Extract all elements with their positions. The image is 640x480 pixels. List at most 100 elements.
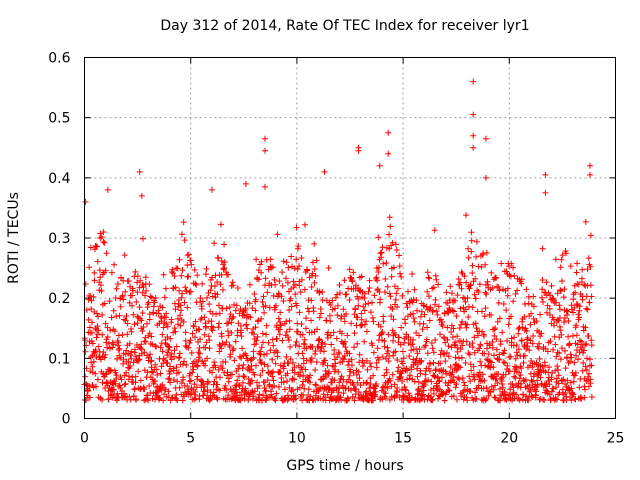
data-point xyxy=(557,286,564,293)
data-point xyxy=(201,331,208,338)
data-point xyxy=(124,320,131,327)
data-point xyxy=(166,370,173,377)
data-point xyxy=(140,324,147,331)
data-point xyxy=(313,382,320,389)
data-point xyxy=(348,387,355,394)
data-point xyxy=(261,361,268,368)
data-point xyxy=(304,267,311,274)
data-point xyxy=(457,305,464,312)
data-point xyxy=(445,386,452,393)
data-point xyxy=(186,339,193,346)
data-point xyxy=(434,311,441,318)
data-point xyxy=(368,299,375,306)
data-point xyxy=(94,376,101,383)
data-point xyxy=(280,365,287,372)
data-point xyxy=(189,369,196,376)
data-point xyxy=(551,322,558,329)
data-point xyxy=(239,345,246,352)
data-point xyxy=(268,369,275,376)
data-point xyxy=(385,331,392,338)
data-point xyxy=(159,348,166,355)
data-point xyxy=(356,359,363,366)
data-point xyxy=(187,377,194,384)
data-point xyxy=(95,313,102,320)
data-point xyxy=(545,369,552,376)
data-point xyxy=(123,313,130,320)
data-point xyxy=(383,259,390,266)
data-point xyxy=(370,372,377,379)
data-point xyxy=(524,382,531,389)
data-point xyxy=(105,387,112,394)
data-point xyxy=(459,375,466,382)
data-point xyxy=(585,255,592,262)
data-point xyxy=(298,276,305,283)
data-point xyxy=(489,344,496,351)
data-point xyxy=(561,347,568,354)
data-point xyxy=(154,371,161,378)
data-point xyxy=(420,320,427,327)
data-point xyxy=(386,396,393,403)
data-point xyxy=(288,253,295,260)
data-point xyxy=(499,329,506,336)
data-point xyxy=(133,299,140,306)
data-point xyxy=(284,378,291,385)
data-point xyxy=(96,267,103,274)
data-point xyxy=(527,337,534,344)
data-point xyxy=(417,370,424,377)
data-point xyxy=(267,256,274,263)
data-point xyxy=(225,320,232,327)
data-point xyxy=(107,367,114,374)
data-point xyxy=(317,395,324,402)
data-point xyxy=(524,334,531,341)
data-point xyxy=(292,281,299,288)
data-point xyxy=(111,261,118,268)
data-point xyxy=(102,267,109,274)
data-point xyxy=(343,310,350,317)
data-point xyxy=(582,363,589,370)
data-point xyxy=(121,381,128,388)
data-point xyxy=(380,260,387,267)
data-point xyxy=(437,331,444,338)
data-point xyxy=(82,280,89,287)
data-point xyxy=(191,266,198,273)
y-tick-label: 0.6 xyxy=(48,51,70,67)
data-point xyxy=(308,358,315,365)
data-point xyxy=(572,396,579,403)
data-point xyxy=(216,341,223,348)
data-point xyxy=(300,355,307,362)
data-point xyxy=(528,357,535,364)
data-point xyxy=(530,315,537,322)
data-point xyxy=(562,380,569,387)
data-point xyxy=(450,373,457,380)
data-point xyxy=(536,340,543,347)
data-point xyxy=(204,392,211,399)
data-point xyxy=(265,339,272,346)
data-point xyxy=(344,332,351,339)
data-point xyxy=(238,355,245,362)
data-point xyxy=(89,363,96,370)
data-point xyxy=(568,385,575,392)
data-point xyxy=(113,313,120,320)
data-point xyxy=(510,298,517,305)
data-point xyxy=(587,263,594,270)
data-point xyxy=(536,355,543,362)
data-point xyxy=(199,298,206,305)
data-point xyxy=(588,293,595,300)
data-point xyxy=(425,377,432,384)
data-point xyxy=(159,331,166,338)
data-point xyxy=(226,353,233,360)
data-point xyxy=(209,327,216,334)
data-point xyxy=(482,305,489,312)
data-point xyxy=(485,392,492,399)
data-point xyxy=(114,356,121,363)
data-point xyxy=(528,377,535,384)
data-point xyxy=(180,376,187,383)
data-point xyxy=(477,342,484,349)
data-point xyxy=(439,318,446,325)
data-point xyxy=(372,388,379,395)
data-point xyxy=(388,273,395,280)
data-point xyxy=(298,320,305,327)
data-point xyxy=(489,338,496,345)
data-point xyxy=(148,294,155,301)
data-point xyxy=(525,397,532,404)
